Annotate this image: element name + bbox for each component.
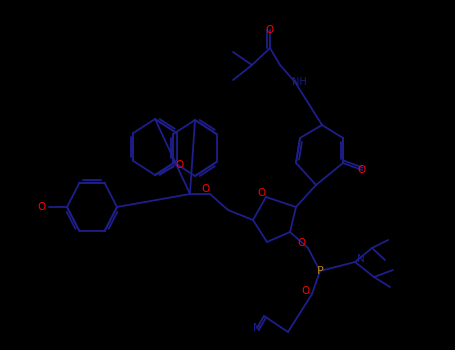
Text: O: O (301, 286, 309, 296)
Text: O: O (298, 238, 306, 248)
Text: O: O (266, 25, 274, 35)
Text: N: N (253, 323, 261, 333)
Text: O: O (201, 184, 209, 194)
Text: NH: NH (292, 77, 306, 87)
Text: O: O (258, 188, 266, 198)
Text: N: N (357, 254, 365, 264)
Text: O: O (358, 165, 366, 175)
Text: O: O (37, 202, 45, 212)
Text: P: P (317, 266, 324, 276)
Text: O: O (176, 160, 184, 170)
